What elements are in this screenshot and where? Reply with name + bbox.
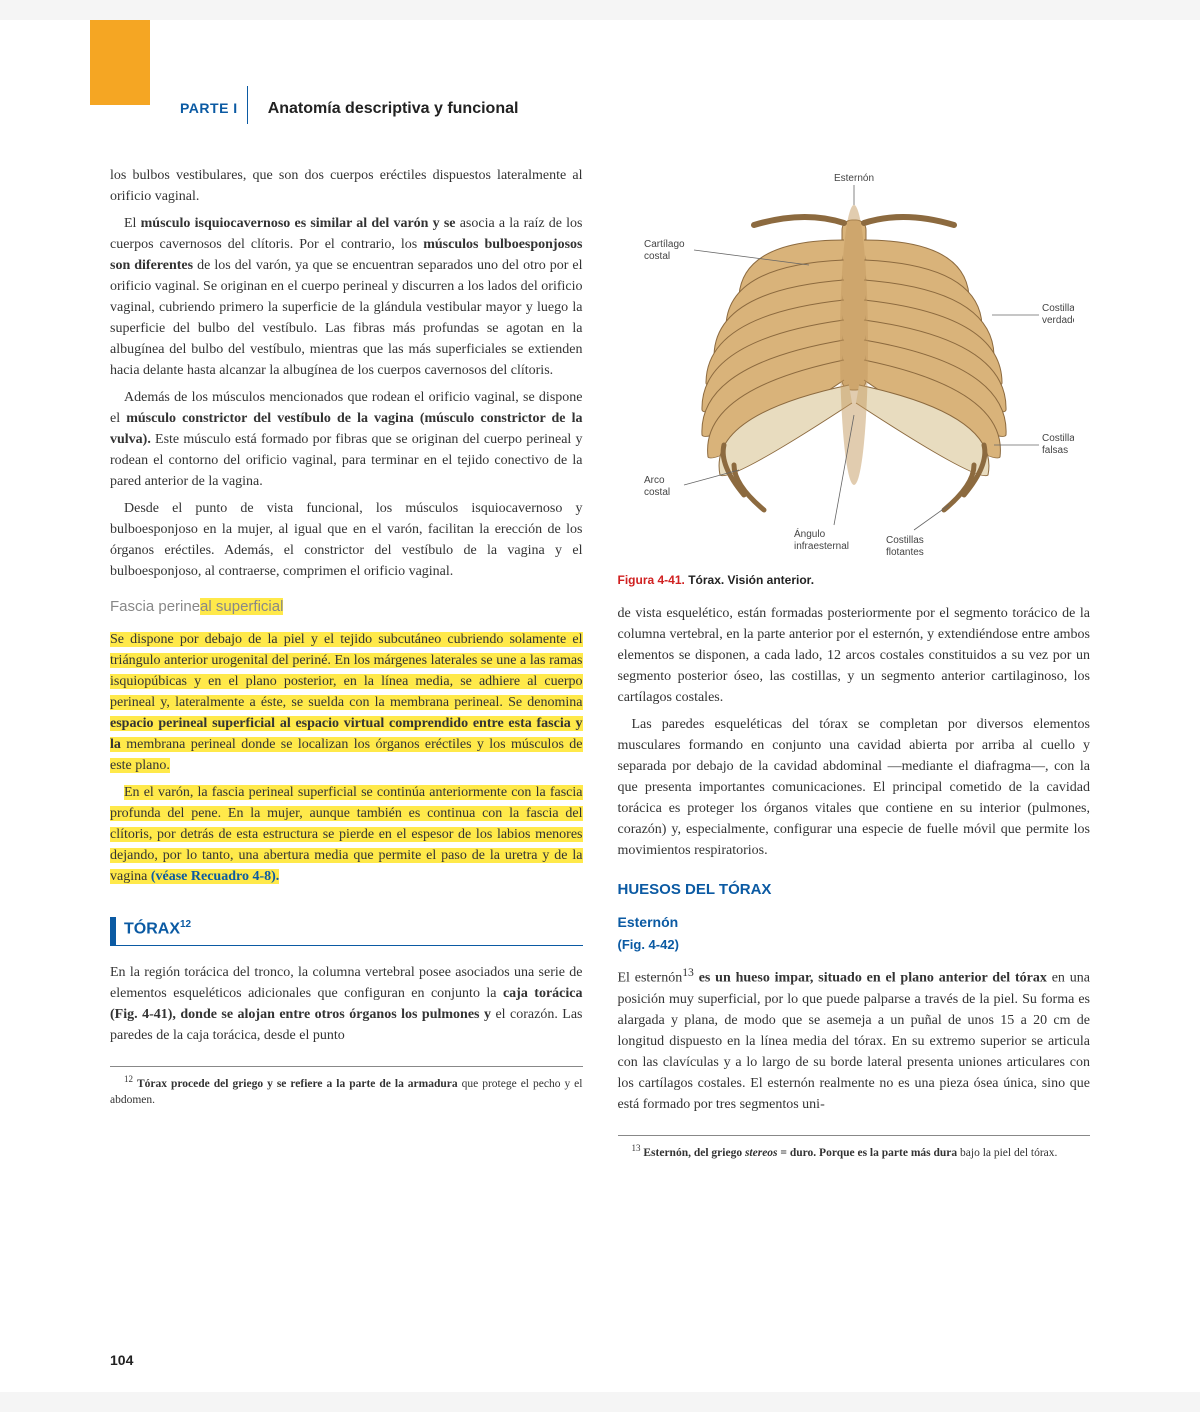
label-flotantes: Costillasflotantes xyxy=(886,535,924,558)
page: PARTE I Anatomía descriptiva y funcional… xyxy=(0,20,1200,1392)
page-header: PARTE I Anatomía descriptiva y funcional xyxy=(110,50,1090,130)
paragraph: Desde el punto de vista funcional, los m… xyxy=(110,498,583,582)
subheading-fascia: Fascia perineal superficial xyxy=(110,596,583,619)
subsection-ref: (Fig. 4-42) xyxy=(618,935,1091,955)
label-costillas-falsas: Costillasfalsas xyxy=(1042,433,1074,456)
label-arco: Arcocostal xyxy=(644,475,670,498)
content-columns: los bulbos vestibulares, que son dos cue… xyxy=(110,165,1090,1165)
footnote: 13 Esternón, del griego stereos = duro. … xyxy=(618,1142,1091,1161)
right-column: Esternón Cartílagocostal Costillasverdad… xyxy=(618,165,1091,1165)
header-title: Anatomía descriptiva y funcional xyxy=(268,100,519,118)
footnotes-right: 13 Esternón, del griego stereos = duro. … xyxy=(618,1135,1091,1161)
paragraph: de vista esquelético, están formadas pos… xyxy=(618,603,1091,708)
paragraph: En la región torácica del tronco, la col… xyxy=(110,962,583,1046)
header-accent-block xyxy=(90,20,150,105)
figure-caption: Figura 4-41. Tórax. Visión anterior. xyxy=(618,571,1091,589)
left-column: los bulbos vestibulares, que son dos cue… xyxy=(110,165,583,1165)
footnotes-left: 12 Tórax procede del griego y se refiere… xyxy=(110,1066,583,1108)
label-angulo: Ánguloinfraesternal xyxy=(794,527,849,552)
subsection-esternon: Esternón xyxy=(618,912,1091,933)
section-heading-torax: TÓRAX12 xyxy=(110,917,583,946)
paragraph: Además de los músculos mencionados que r… xyxy=(110,387,583,492)
header-text: PARTE I Anatomía descriptiva y funcional xyxy=(180,100,518,118)
figure-thorax: Esternón Cartílagocostal Costillasverdad… xyxy=(618,165,1091,589)
paragraph: El esternón13 es un hueso impar, situado… xyxy=(618,964,1091,1115)
thorax-illustration: Esternón Cartílagocostal Costillasverdad… xyxy=(634,165,1074,565)
paragraph: Las paredes esqueléticas del tórax se co… xyxy=(618,714,1091,861)
paragraph-highlight: En el varón, la fascia perineal superfic… xyxy=(110,782,583,887)
paragraph: los bulbos vestibulares, que son dos cue… xyxy=(110,165,583,207)
footnote: 12 Tórax procede del griego y se refiere… xyxy=(110,1073,583,1108)
part-label: PARTE I xyxy=(180,100,238,116)
page-number: 104 xyxy=(110,1352,133,1368)
label-esternon: Esternón xyxy=(834,173,874,184)
paragraph: El músculo isquiocavernoso es similar al… xyxy=(110,213,583,381)
label-cartilago: Cartílagocostal xyxy=(644,239,685,262)
ribcage-shape xyxy=(702,205,1006,510)
paragraph-highlight: Se dispone por debajo de la piel y el te… xyxy=(110,629,583,776)
section-heading-huesos: HUESOS DEL TÓRAX xyxy=(618,879,1091,902)
label-costillas-verdaderas: Costillasverdaderas xyxy=(1042,303,1074,326)
